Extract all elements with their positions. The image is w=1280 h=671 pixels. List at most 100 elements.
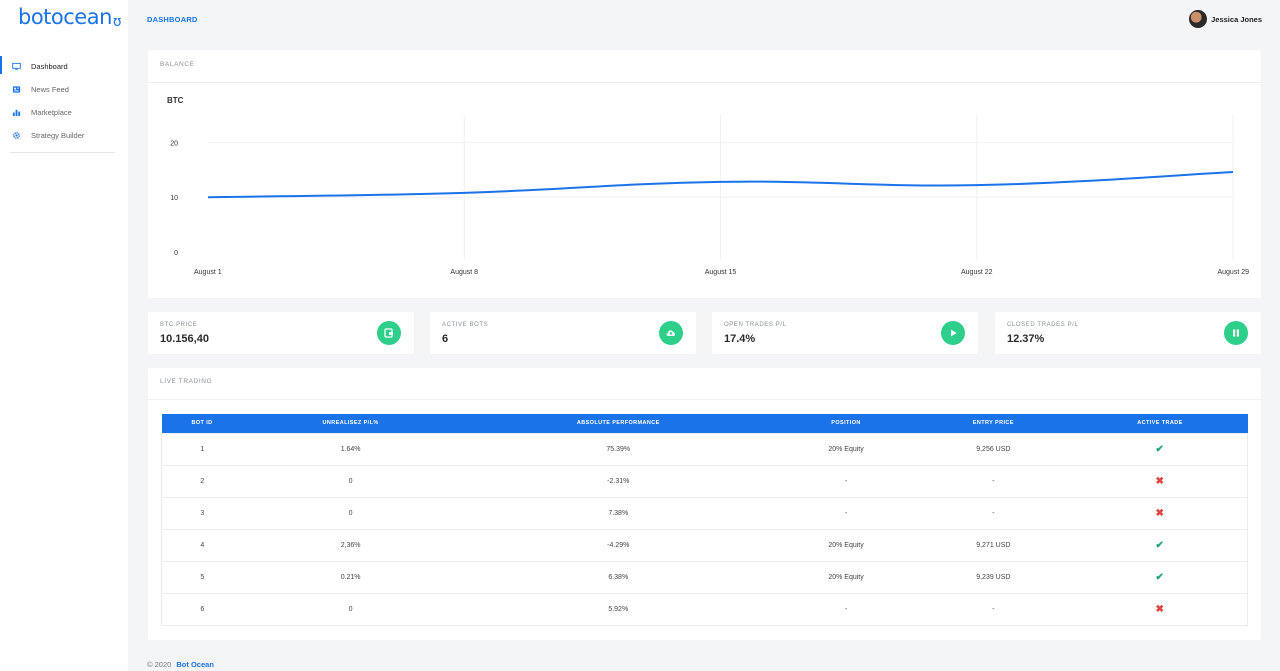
- cloud-upload-button[interactable]: [659, 321, 683, 345]
- cell-entry-price: 9,271 USD: [914, 528, 1073, 562]
- cell-bot-id: 1: [160, 432, 243, 466]
- chart-y-ticks: 0 10 20: [170, 140, 178, 257]
- cell-entry-price: 9,256 USD: [914, 432, 1073, 466]
- cell-unrealized-pl: 2,36%: [242, 528, 459, 562]
- gear-icon: [13, 132, 20, 139]
- check-icon: ✔: [1155, 571, 1164, 583]
- table-row[interactable]: 2 0 -2.31% - - ✖: [160, 464, 1249, 498]
- sidebar-nav: Dashboard News Feed Marketplace Strategy…: [0, 55, 128, 147]
- user-name: Jessica Jones: [1211, 14, 1262, 24]
- cell-active-trade: ✖: [1072, 464, 1249, 498]
- column-header[interactable]: ABSOLUTE PERFORMANCE: [458, 414, 778, 433]
- column-header[interactable]: ACTIVE TRADE: [1072, 414, 1248, 433]
- stat-value: 12.37%: [1007, 333, 1045, 345]
- cell-entry-price: -: [914, 496, 1073, 530]
- sidebar: botoceanʊ Dashboard News Feed Marketplac…: [0, 0, 128, 671]
- sidebar-item-dashboard[interactable]: Dashboard: [0, 55, 128, 78]
- column-header[interactable]: ENTRY PRICE: [914, 414, 1073, 433]
- cell-bot-id: 6: [160, 592, 243, 626]
- monitor-icon: [12, 62, 21, 70]
- chart-series-line: [207, 170, 1234, 199]
- cell-absolute-performance: 7.38%: [458, 496, 778, 530]
- cell-absolute-performance: 5.92%: [458, 592, 778, 626]
- chart-x-tick-label: August 8: [450, 269, 478, 276]
- column-header[interactable]: UNREALISEZ P/L%: [242, 414, 459, 433]
- stat-card-active-bots: ACTIVE BOTS 6: [430, 312, 696, 354]
- column-header[interactable]: BOT ID: [161, 414, 243, 433]
- pause-icon: [1233, 329, 1239, 337]
- cell-unrealized-pl: 0: [242, 592, 459, 626]
- check-icon: ✔: [1155, 539, 1164, 551]
- cell-entry-price: -: [914, 464, 1073, 498]
- live-trading-title: LIVE TRADING: [160, 378, 213, 385]
- cell-active-trade: ✖: [1072, 496, 1249, 530]
- table-row[interactable]: 3 0 7.38% - - ✖: [160, 496, 1249, 530]
- live-trading-card: LIVE TRADING BOT ID UNREALISEZ P/L% ABSO…: [148, 368, 1261, 640]
- newspaper-icon: [12, 86, 21, 93]
- sidebar-item-news-feed[interactable]: News Feed: [0, 78, 128, 101]
- table-row[interactable]: 4 2,36% -4.29% 20% Equity 9,271 USD ✔: [160, 528, 1249, 562]
- stat-label: ACTIVE BOTS: [442, 322, 489, 328]
- cell-absolute-performance: -4.29%: [458, 528, 778, 562]
- chart-x-ticks: August 1 August 8 August 15 August 22 August…: [194, 269, 1249, 276]
- chart-x-tick-label: August 1: [194, 269, 222, 276]
- chart-y-tick-label: 10: [170, 195, 178, 202]
- sidebar-item-label: Dashboard: [31, 62, 68, 71]
- sidebar-item-marketplace[interactable]: Marketplace: [0, 101, 128, 124]
- chart-x-tick-label: August 22: [961, 269, 993, 276]
- cell-position: 20% Equity: [777, 560, 915, 594]
- copyright: © 2020: [147, 660, 172, 669]
- stat-card-btc-price: BTC PRICE 10.156,40: [148, 312, 414, 354]
- stat-card-closed-trades: CLOSED TRADES P/L 12.37%: [995, 312, 1261, 354]
- cell-position: -: [777, 464, 915, 498]
- check-icon: ✔: [1155, 443, 1164, 455]
- balance-card: BALANCE BTC 0 10 20 August 1 August 8 August…: [148, 50, 1261, 298]
- cell-unrealized-pl: 1.64%: [242, 432, 459, 466]
- stat-label: CLOSED TRADES P/L: [1007, 322, 1079, 328]
- cell-absolute-performance: 75.39%: [458, 432, 778, 466]
- footer-link[interactable]: Bot Ocean: [176, 660, 214, 669]
- table-row[interactable]: 5 0.21% 6.38% 20% Equity 9,239 USD ✔: [160, 560, 1249, 594]
- wallet-button[interactable]: [377, 321, 401, 345]
- card-divider: [148, 82, 1261, 83]
- logo-hook-icon: ʊ: [112, 14, 122, 30]
- cell-entry-price: 9,239 USD: [914, 560, 1073, 594]
- table-row[interactable]: 6 0 5.92% - - ✖: [160, 592, 1249, 626]
- sidebar-item-strategy-builder[interactable]: Strategy Builder: [0, 124, 128, 147]
- stat-label: BTC PRICE: [160, 322, 198, 328]
- chart-x-tick-label: August 15: [705, 269, 737, 276]
- cell-bot-id: 2: [160, 464, 243, 498]
- chart-grid: [208, 115, 1234, 260]
- logo[interactable]: botoceanʊ: [18, 5, 122, 30]
- cell-active-trade: ✖: [1072, 592, 1249, 626]
- balance-title: BALANCE: [160, 61, 195, 68]
- cell-position: -: [777, 592, 915, 626]
- cell-absolute-performance: 6.38%: [458, 560, 778, 594]
- cell-unrealized-pl: 0: [242, 464, 459, 498]
- cell-active-trade: ✔: [1072, 528, 1249, 562]
- footer: © 2020 Bot Ocean: [147, 660, 214, 669]
- chart-x-tick-label: August 29: [1217, 269, 1249, 276]
- play-icon: [951, 329, 957, 337]
- chart-y-axis-label: BTC: [167, 96, 184, 105]
- stat-card-open-trades: OPEN TRADES P/L 17.4%: [712, 312, 978, 354]
- cell-absolute-performance: -2.31%: [458, 464, 778, 498]
- cell-position: 20% Equity: [777, 528, 915, 562]
- live-trading-table: BOT ID UNREALISEZ P/L% ABSOLUTE PERFORMA…: [160, 414, 1249, 626]
- user-menu[interactable]: Jessica Jones: [1189, 10, 1262, 28]
- play-button[interactable]: [941, 321, 965, 345]
- cell-position: -: [777, 496, 915, 530]
- stat-value: 10.156,40: [160, 333, 209, 345]
- cell-bot-id: 5: [160, 560, 243, 594]
- page-title: DASHBOARD: [147, 15, 198, 24]
- close-icon: ✖: [1155, 603, 1164, 615]
- stat-label: OPEN TRADES P/L: [724, 322, 787, 328]
- cell-bot-id: 3: [160, 496, 243, 530]
- column-header[interactable]: POSITION: [777, 414, 915, 433]
- cell-entry-price: -: [914, 592, 1073, 626]
- stat-value: 6: [442, 333, 449, 345]
- table-row[interactable]: 1 1.64% 75.39% 20% Equity 9,256 USD ✔: [160, 432, 1249, 466]
- cell-position: 20% Equity: [777, 432, 915, 466]
- pause-button[interactable]: [1224, 321, 1248, 345]
